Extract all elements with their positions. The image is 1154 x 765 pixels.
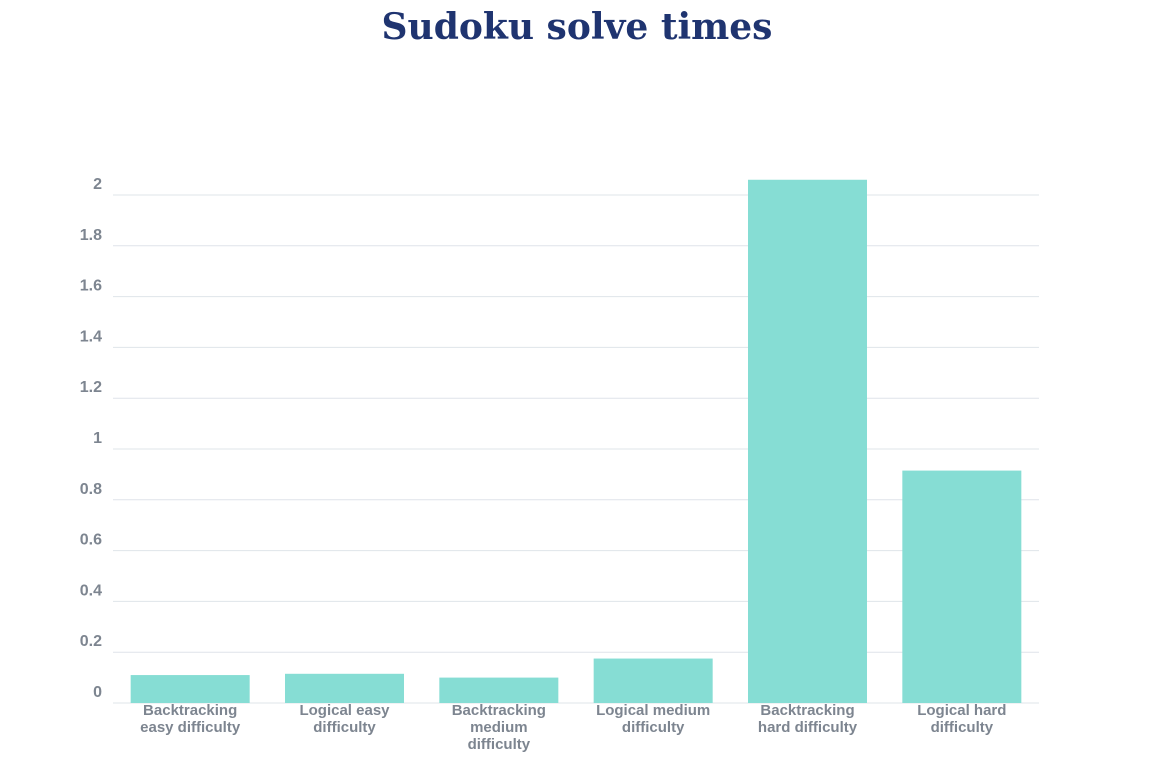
bar (439, 677, 559, 703)
bar (593, 658, 713, 703)
x-tick-label: Logical hard difficulty (917, 702, 1006, 736)
x-tick-label: Backtracking medium difficulty (452, 702, 546, 753)
bar (748, 179, 867, 703)
bar (902, 470, 1022, 703)
y-tick-label: 1.6 (80, 278, 102, 295)
bar (130, 675, 250, 703)
y-tick-label: 2 (93, 176, 102, 193)
y-tick-label: 0.2 (80, 633, 102, 650)
y-tick-label: 1.2 (80, 379, 102, 396)
x-tick-label: Backtracking hard difficulty (758, 702, 858, 736)
x-tick-label: Logical easy difficulty (299, 702, 390, 736)
y-tick-label: 1.8 (80, 227, 102, 244)
x-tick-label: Backtracking easy difficulty (140, 702, 241, 736)
y-tick-label: 0 (93, 684, 102, 701)
y-tick-label: 1.4 (80, 328, 102, 345)
y-tick-label: 0.8 (80, 481, 102, 498)
bar (285, 673, 404, 703)
chart-title: Sudoku solve times (381, 6, 773, 48)
x-tick-label: Logical medium difficulty (596, 702, 710, 736)
y-tick-label: 0.6 (80, 532, 102, 549)
y-tick-label: 0.4 (80, 582, 102, 599)
y-tick-label: 1 (93, 430, 102, 447)
